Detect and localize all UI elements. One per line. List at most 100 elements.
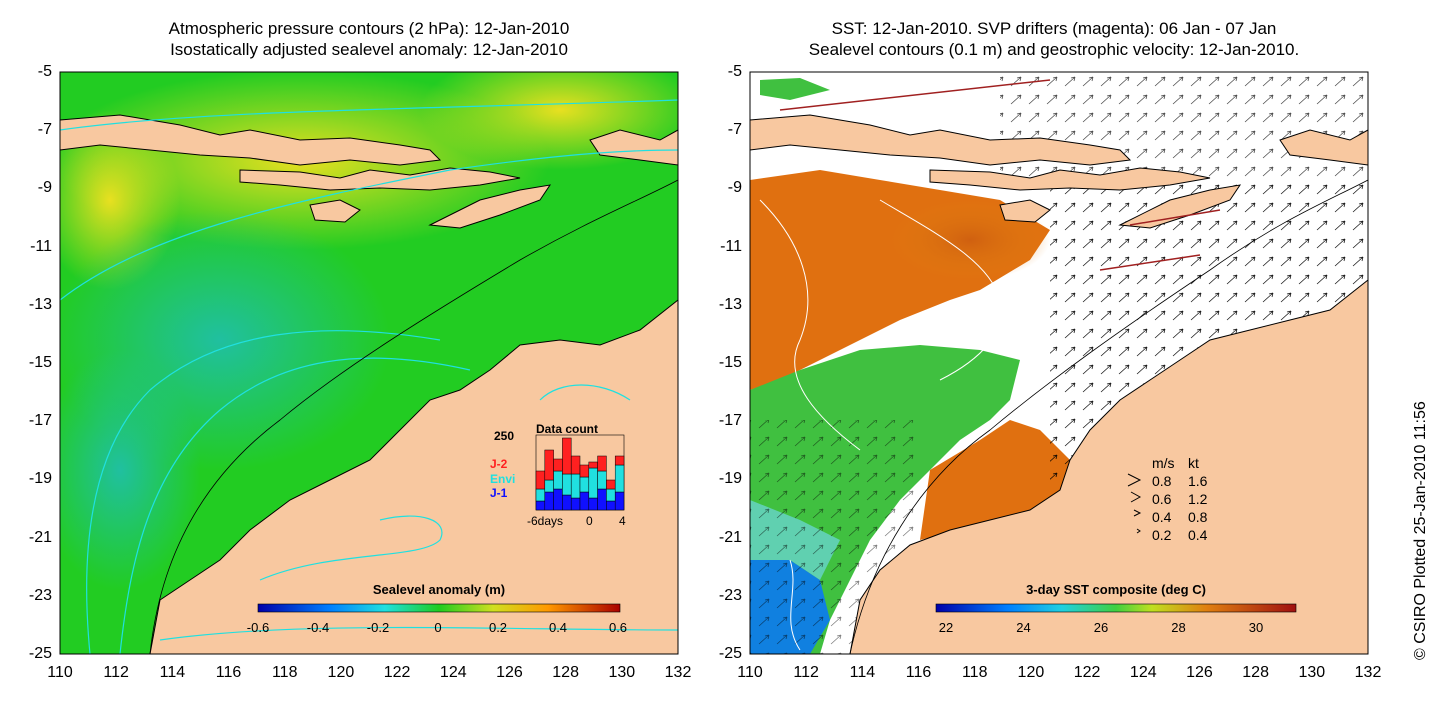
inset-bar-j1: [588, 497, 598, 511]
inset-bar-j1: [570, 497, 581, 511]
y-tick-label: -21: [718, 528, 742, 546]
inset-y-top-label: 250: [494, 429, 515, 443]
inset-title: Data count: [536, 422, 599, 436]
y-tick-label: -17: [28, 412, 52, 430]
australia-land-left: [149, 299, 678, 654]
x-tick-label: 130: [608, 664, 636, 681]
x-tick-label: 130: [1298, 664, 1326, 681]
inset-bar-j1: [553, 488, 563, 511]
inset-x-tick-zero: 0: [586, 514, 593, 528]
drifter-track: [1099, 254, 1201, 271]
inset-x-tick-end: 4: [619, 514, 626, 528]
inset-bar-j1: [614, 491, 625, 511]
x-tick-label: 126: [1186, 664, 1213, 681]
sla-colorbar: [257, 603, 621, 613]
inset-legend-envi: Envi: [490, 472, 516, 486]
x-tick-label: 132: [1354, 664, 1382, 681]
left-map-frame: [59, 71, 679, 655]
x-tick-label: 118: [961, 664, 988, 681]
y-tick-label: -11: [30, 237, 52, 255]
y-tick-label: -15: [28, 354, 52, 371]
inset-bar-j1: [597, 488, 607, 511]
y-tick-label: -11: [720, 237, 742, 255]
drifter-track: [779, 79, 1051, 111]
inset-bar-j2: [597, 455, 607, 472]
left-title-line2: Isostatically adjusted sealevel anomaly:…: [170, 40, 568, 59]
x-tick-label: 116: [905, 664, 932, 681]
left-title-line1: Atmospheric pressure contours (2 hPa): 1…: [168, 19, 570, 38]
colorbar-tick-label: 30: [1248, 620, 1264, 635]
x-tick-label: 110: [737, 664, 763, 681]
inset-bar-j2: [606, 479, 616, 490]
velocity-legend-ms: 0.2: [1152, 527, 1172, 543]
x-tick-label: 124: [439, 664, 467, 681]
velocity-arrows-north: [1000, 72, 1368, 182]
x-tick-label: 112: [793, 664, 819, 681]
inset-bar-j2: [588, 461, 598, 469]
flores-land-right: [929, 167, 1211, 191]
y-tick-label: -19: [718, 470, 742, 488]
left-panel-title: Atmospheric pressure contours (2 hPa): 1…: [60, 18, 678, 60]
velocity-legend-ms: 0.8: [1152, 473, 1172, 489]
y-tick-label: -13: [718, 295, 742, 313]
velocity-legend-ms-header: m/s: [1152, 455, 1175, 471]
wetar-land-right: [1279, 129, 1368, 166]
inset-bar-j2: [544, 449, 554, 481]
x-tick-label: 120: [327, 664, 355, 681]
colorbar-tick-label: -0.4: [306, 620, 330, 635]
inset-bar-envi: [553, 470, 563, 490]
x-tick-label: 128: [1242, 664, 1269, 681]
x-tick-label: 132: [664, 664, 692, 681]
y-tick-label: -25: [28, 645, 52, 662]
y-tick-label: -17: [718, 412, 742, 430]
colorbar-tick-label: 0.6: [608, 620, 628, 635]
right-title-line2: Sealevel contours (0.1 m) and geostrophi…: [808, 40, 1300, 59]
inset-bar-j1: [579, 491, 590, 511]
x-tick-label: 112: [103, 664, 129, 681]
java-bali-land-left: [60, 114, 442, 166]
y-tick-label: -21: [28, 528, 52, 546]
colorbar-tick-label: -0.2: [366, 620, 390, 635]
right-panel-title: SST: 12-Jan-2010. SVP drifters (magenta)…: [740, 18, 1368, 60]
y-tick-label: -5: [727, 63, 742, 80]
right-map-frame: [749, 71, 1369, 655]
velocity-legend-kt: 1.6: [1188, 473, 1208, 489]
x-tick-label: 114: [849, 664, 876, 681]
inset-bar-envi: [606, 488, 616, 502]
inset-bar-j2: [553, 458, 563, 472]
java-bali-land-right: [750, 114, 1132, 166]
colorbar-tick-label: 0.2: [488, 620, 508, 635]
wetar-land-left: [589, 129, 678, 166]
sumba-land-left: [309, 199, 361, 223]
y-tick-label: -5: [37, 63, 52, 80]
inset-bar-envi: [614, 464, 625, 493]
inset-legend-j2: J-2: [490, 457, 508, 471]
timor-land-right: [1118, 184, 1242, 229]
inset-bar-j1: [544, 491, 554, 511]
y-tick-label: -23: [718, 586, 742, 604]
x-tick-label: 110: [47, 664, 73, 681]
colorbar-tick-label: 24: [1016, 620, 1031, 635]
inset-bar-envi: [597, 470, 607, 490]
left-map: [60, 72, 678, 654]
australia-land-right: [849, 279, 1368, 654]
y-tick-label: -25: [718, 645, 742, 662]
right-title-line1: SST: 12-Jan-2010. SVP drifters (magenta)…: [831, 19, 1277, 38]
colorbar-tick-label: 22: [938, 620, 954, 635]
colorbar-tick-label: 28: [1171, 620, 1186, 635]
timor-land-left: [428, 184, 552, 229]
sst-colorbar-label: 3-day SST composite (deg C): [1026, 582, 1206, 597]
y-tick-label: -7: [37, 121, 52, 139]
velocity-legend-ms: 0.6: [1152, 491, 1172, 507]
velocity-legend-arrows: [1127, 473, 1142, 534]
inset-bar-j2: [570, 455, 581, 475]
y-tick-label: -7: [727, 121, 742, 139]
y-tick-label: -15: [718, 354, 742, 371]
x-tick-label: 118: [271, 664, 298, 681]
x-tick-label: 120: [1017, 664, 1045, 681]
inset-bar-envi: [579, 476, 590, 493]
y-tick-label: -23: [28, 586, 52, 604]
flores-land-left: [239, 167, 521, 191]
velocity-legend-kt-header: kt: [1188, 455, 1199, 471]
inset-x-tick-start: -6days: [527, 514, 564, 528]
